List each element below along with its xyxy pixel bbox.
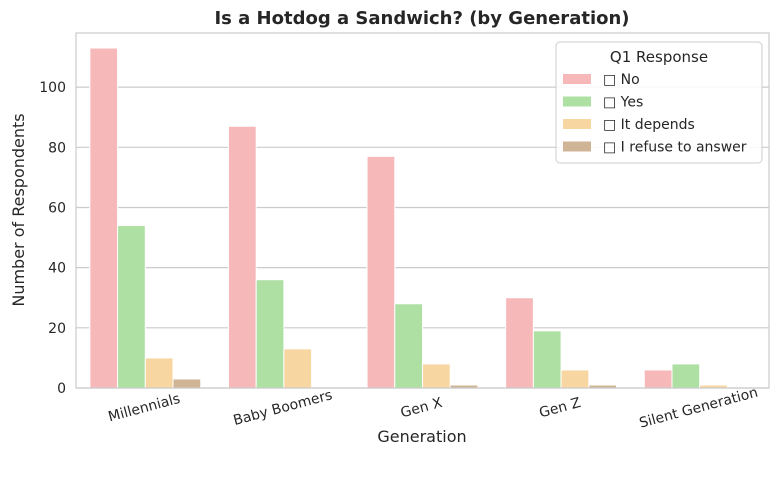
legend-title: Q1 Response: [610, 48, 708, 66]
bar: [283, 348, 313, 389]
legend-swatch: [563, 119, 591, 129]
bar: [255, 279, 285, 389]
y-axis-label: Number of Respondents: [9, 113, 28, 306]
bar: [671, 363, 701, 389]
y-tick-label: 60: [48, 200, 66, 216]
y-tick-label: 40: [48, 261, 66, 277]
legend-label: □ Yes: [603, 95, 643, 111]
bar: [227, 125, 257, 389]
bar: [422, 363, 451, 389]
bar: [144, 357, 174, 389]
bar: [560, 369, 590, 389]
y-tick-label: 80: [48, 140, 66, 156]
bar: [117, 225, 146, 389]
legend-label: □ It depends: [603, 117, 695, 133]
legend-swatch: [563, 96, 591, 107]
bar: [366, 155, 396, 389]
legend-label: □ No: [603, 72, 640, 88]
x-axis-label: Generation: [377, 427, 466, 446]
bar: [89, 47, 119, 389]
plot-frame: [75, 32, 770, 389]
bar: [172, 378, 202, 389]
y-tick-label: 0: [57, 381, 66, 397]
legend-box: [555, 41, 763, 164]
y-tick-label: 100: [39, 80, 66, 96]
y-ticks: 0 20 40 60 80 100: [39, 80, 66, 397]
bar: [394, 303, 423, 389]
legend-swatch: [563, 141, 591, 152]
bar: [643, 369, 673, 389]
y-tick-label: 20: [48, 321, 66, 337]
legend-swatch: [563, 74, 591, 84]
legend: Q1 Response □ No □ Yes □ It depends □ I refu…: [555, 41, 763, 164]
legend-label: □ I refuse to answer: [603, 140, 747, 156]
bar: [532, 330, 562, 389]
bar: [505, 297, 534, 389]
bars: [89, 47, 728, 389]
chart-title: Is a Hotdog a Sandwich? (by Generation): [214, 8, 629, 29]
